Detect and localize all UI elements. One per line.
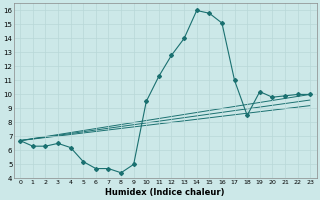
X-axis label: Humidex (Indice chaleur): Humidex (Indice chaleur) <box>106 188 225 197</box>
